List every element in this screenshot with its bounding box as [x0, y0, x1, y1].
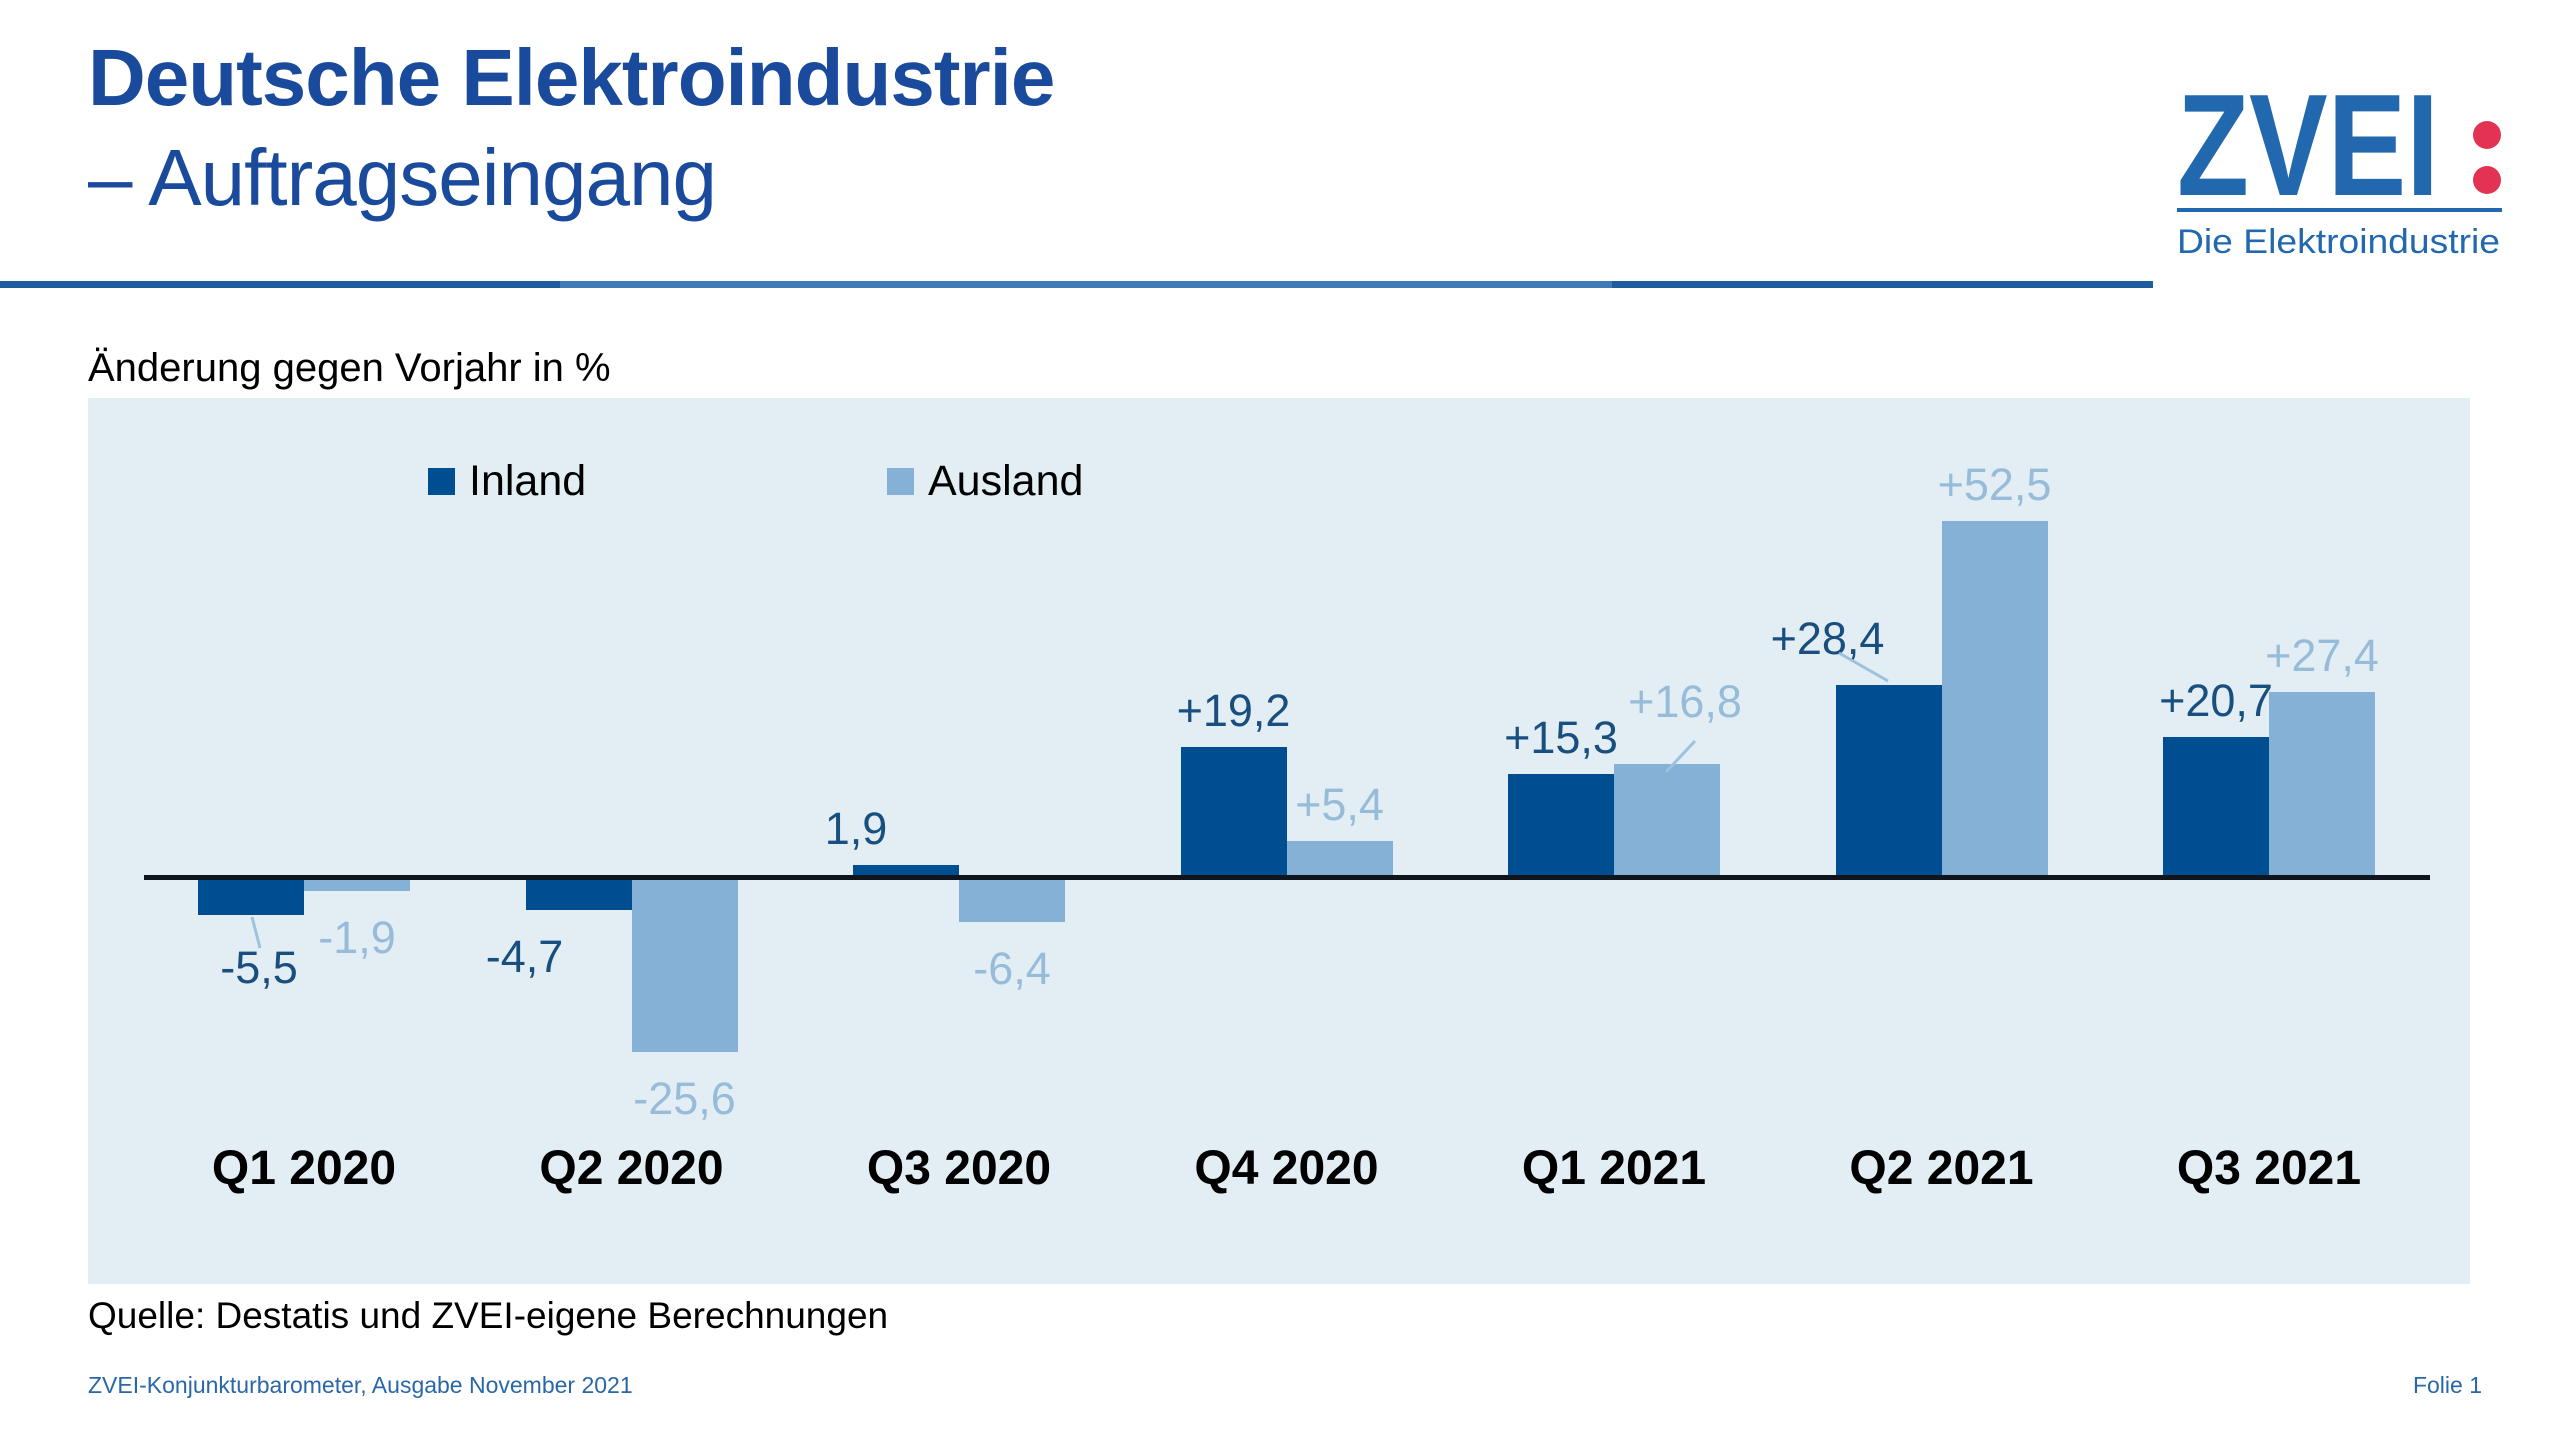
footer-slide-number: Folie 1: [2412, 1372, 2482, 1398]
value-label-ausland-q2-2021: +52,5: [1937, 459, 2052, 510]
title-rule-segment: [0, 281, 560, 288]
zvei-logo: ZVEI Die Elektroindustrie: [2177, 64, 2517, 267]
x-axis-label-q2-2021: Q2 2021: [1849, 1142, 2034, 1195]
bar-ausland-q3-2020: [959, 878, 1065, 922]
value-label-inland-q1-2021: +15,3: [1504, 711, 1618, 763]
zvei-logo-text: ZVEI: [2177, 82, 2439, 226]
value-label-ausland-q4-2020: +5,4: [1295, 779, 1384, 831]
bar-inland-q1-2021: [1508, 773, 1614, 878]
x-axis-label-q1-2020: Q1 2020: [211, 1142, 397, 1195]
legend-swatch-inland: [428, 467, 455, 495]
legend-label-inland: Inland: [469, 456, 587, 505]
bar-inland-q3-2021: [2163, 737, 2269, 878]
legend-label-ausland: Ausland: [928, 456, 1084, 505]
value-label-ausland-q3-2021: +27,4: [2265, 629, 2379, 681]
bar-inland-q3-2020: [853, 865, 959, 878]
bar-inland-q1-2020: [198, 878, 304, 916]
x-axis-label-q1-2021: Q1 2021: [1521, 1142, 1707, 1195]
title-line-1: Deutsche Elektroindustrie: [88, 33, 1055, 122]
x-axis-label-q4-2020: Q4 2020: [1194, 1142, 1379, 1195]
bar-ausland-q1-2021: [1614, 763, 1720, 878]
zero-axis-line: [144, 875, 2430, 880]
value-label-inland-q4-2020: +19,2: [1176, 685, 1291, 737]
bar-ausland-q2-2021: [1941, 521, 2048, 878]
legend-swatch-ausland: [887, 467, 914, 495]
value-label-inland-q2-2020: -4,7: [485, 930, 564, 982]
bar-ausland-q3-2021: [2269, 691, 2375, 878]
bar-ausland-q1-2020: [304, 878, 410, 891]
title-line-2: – Auftragseingang: [88, 133, 717, 222]
value-label-inland-q1-2020: -5,5: [220, 942, 298, 994]
value-label-inland-q2-2021: +28,4: [1770, 612, 1885, 664]
bar-inland-q2-2020: [525, 878, 632, 910]
legend-item-ausland: Ausland: [887, 454, 1083, 508]
logo-colon-dot-top: [2473, 121, 2501, 149]
bar-inland-q2-2021: [1835, 684, 1942, 878]
chart-heading: Änderung gegen Vorjahr in %: [88, 346, 611, 390]
bar-ausland-q2-2020: [631, 878, 738, 1053]
chart-panel: Inland Ausland -5,5 -4,7 1,9 +19,2 +15,3 +28,…: [88, 398, 2470, 1284]
bar-ausland-q4-2020: [1286, 841, 1393, 878]
page-title: Deutsche Elektroindustrie – Auftragseing…: [88, 28, 1055, 228]
value-label-inland-q3-2020: 1,9: [824, 803, 888, 855]
value-label-ausland-q3-2020: -6,4: [973, 942, 1051, 994]
value-label-ausland-q2-2020: -25,6: [633, 1073, 736, 1125]
value-label-ausland-q1-2020: -1,9: [318, 911, 396, 963]
footer-publication: ZVEI-Konjunkturbarometer, Ausgabe Novemb…: [88, 1372, 633, 1398]
x-axis-label-q3-2020: Q3 2020: [866, 1142, 1052, 1195]
bar-inland-q4-2020: [1180, 747, 1287, 878]
source-note: Quelle: Destatis und ZVEI-eigene Berechn…: [88, 1295, 889, 1336]
x-axis-label-q3-2021: Q3 2021: [2176, 1142, 2362, 1195]
logo-tagline-text: Die Elektroindustrie: [2177, 223, 2500, 261]
title-rule-segment: [560, 281, 1612, 288]
logo-colon-dot-bottom: [2473, 166, 2501, 194]
x-axis-label-q2-2020: Q2 2020: [539, 1142, 724, 1195]
value-label-inland-q3-2021: +20,7: [2159, 675, 2273, 727]
value-label-ausland-q1-2021: +16,8: [1628, 675, 1742, 727]
legend-item-inland: Inland: [428, 454, 586, 508]
title-rule-segment: [1612, 281, 2153, 288]
